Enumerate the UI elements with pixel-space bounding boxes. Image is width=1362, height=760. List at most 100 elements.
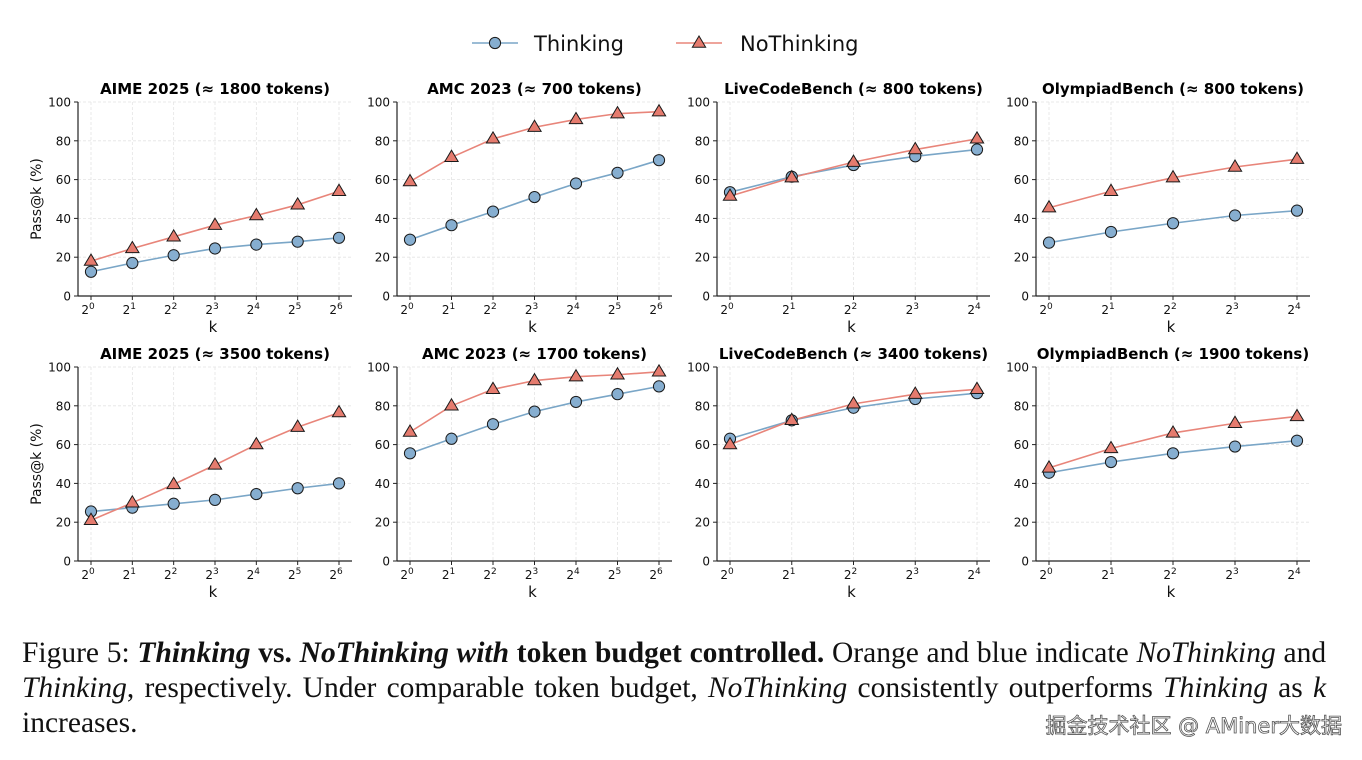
x-tick-label: 24 (1287, 302, 1301, 317)
x-axis-label: k (1167, 318, 1176, 336)
subplot-6: 0 20 40 60 80 100 20 21 22 23 24 25 26 AMC 2023 (≈ 17… (367, 345, 672, 601)
data-point-thinking (486, 418, 500, 431)
x-tick-label: 22 (483, 567, 496, 582)
data-point-thinking (1290, 434, 1304, 447)
x-tick-label: 22 (1163, 567, 1176, 582)
x-tick-label: 21 (123, 302, 136, 317)
x-tick-label: 25 (288, 567, 301, 582)
x-tick-label: 20 (81, 302, 95, 317)
data-point-nothinking (124, 240, 140, 254)
data-point-nothinking (485, 381, 501, 395)
caption-thinking: Thinking (22, 672, 127, 704)
data-point-thinking (84, 265, 98, 278)
subplot-title: AMC 2023 (≈ 700 tokens) (427, 80, 642, 98)
y-tick-label: 20 (56, 516, 71, 530)
data-point-nothinking (290, 196, 306, 210)
y-tick-label: 100 (48, 361, 71, 375)
caption-text: Orange and blue indicate (831, 637, 1129, 669)
y-tick-label: 60 (56, 173, 71, 187)
x-axis-label: k (528, 583, 537, 601)
subplot-4: 0 20 40 60 80 100 20 21 22 23 24 OlympiadBench (≈ 8… (1006, 80, 1310, 336)
data-point-nothinking (331, 404, 347, 418)
subplot-title: OlympiadBench (≈ 800 tokens) (1042, 80, 1304, 98)
data-point-nothinking (1289, 408, 1305, 422)
data-point-nothinking (609, 366, 626, 380)
y-tick-label: 40 (56, 212, 71, 226)
x-tick-label: 20 (400, 567, 414, 582)
y-tick-label: 0 (382, 555, 390, 569)
y-tick-label: 20 (375, 251, 390, 265)
y-tick-label: 100 (367, 361, 390, 375)
data-point-nothinking (207, 456, 223, 470)
y-tick-label: 40 (695, 477, 710, 491)
caption-budget-bold: token budget controlled. (516, 637, 825, 669)
data-point-nothinking (290, 419, 306, 432)
data-point-thinking (403, 447, 417, 460)
subplot-7: 0 20 40 60 80 100 20 21 22 23 24 LiveCodeBench (≈ 3… (687, 345, 990, 601)
data-point-thinking (445, 219, 458, 232)
x-tick-label: 22 (1163, 302, 1176, 317)
y-axis-label: Pass@k (%) (29, 423, 45, 505)
data-point-thinking (1042, 236, 1056, 249)
y-tick-label: 100 (687, 96, 710, 110)
y-tick-label: 20 (695, 516, 710, 530)
x-tick-label: 23 (205, 567, 218, 582)
x-tick-label: 24 (967, 302, 981, 317)
x-tick-label: 23 (525, 302, 538, 317)
y-tick-label: 80 (56, 399, 71, 413)
data-point-thinking (569, 177, 583, 190)
data-point-nothinking (331, 183, 347, 196)
circle-marker-icon (488, 36, 502, 50)
data-point-nothinking (845, 395, 862, 409)
x-tick-label: 21 (1101, 302, 1114, 317)
x-axis-label: k (209, 583, 218, 601)
caption-nothinking-bold: NoThinking with (299, 637, 510, 669)
data-point-nothinking (1289, 151, 1305, 164)
data-point-nothinking (969, 381, 985, 395)
data-point-nothinking (248, 207, 264, 221)
data-point-nothinking (609, 105, 626, 119)
data-point-thinking (528, 190, 541, 204)
x-tick-label: 22 (844, 567, 857, 582)
caption-text: increases. (22, 707, 138, 739)
data-point-nothinking (907, 141, 923, 155)
x-tick-label: 20 (1039, 567, 1053, 582)
data-point-nothinking (1227, 159, 1243, 172)
data-point-thinking (126, 256, 139, 270)
y-tick-label: 20 (375, 516, 390, 530)
caption-text: and (1283, 637, 1327, 669)
data-point-nothinking (124, 494, 140, 508)
y-tick-label: 60 (1014, 438, 1029, 452)
caption-text: , respectively. Under comparable token b… (126, 672, 698, 704)
x-tick-label: 24 (566, 302, 580, 317)
watermark: 掘金技术社区 @ AMiner大数据 (1045, 714, 1342, 739)
y-tick-label: 100 (367, 96, 390, 110)
data-point-nothinking (1165, 169, 1181, 183)
data-point-thinking (1228, 440, 1242, 453)
y-tick-label: 0 (702, 290, 710, 304)
x-tick-label: 20 (400, 302, 414, 317)
data-point-nothinking (969, 130, 985, 144)
data-point-nothinking (1103, 440, 1119, 454)
data-point-thinking (528, 405, 541, 418)
data-point-thinking (611, 388, 624, 401)
data-point-nothinking (485, 130, 501, 144)
x-axis-label: k (209, 318, 218, 336)
legend: Thinking NoThinking (472, 32, 858, 56)
x-tick-label: 23 (906, 302, 919, 317)
data-point-thinking (332, 477, 346, 490)
y-tick-label: 0 (63, 555, 71, 569)
x-tick-label: 20 (720, 302, 734, 317)
x-tick-label: 23 (1225, 302, 1238, 317)
data-point-nothinking (1041, 459, 1057, 473)
data-point-nothinking (907, 386, 923, 399)
subplot-title: LiveCodeBench (≈ 800 tokens) (724, 80, 983, 98)
data-point-thinking (970, 143, 984, 156)
y-tick-label: 80 (375, 134, 390, 148)
data-point-nothinking (402, 173, 418, 187)
data-point-nothinking (722, 436, 738, 450)
y-tick-label: 40 (375, 477, 390, 491)
legend-item-thinking: Thinking (472, 32, 624, 56)
x-tick-label: 22 (844, 302, 857, 317)
y-tick-label: 40 (1014, 212, 1029, 226)
